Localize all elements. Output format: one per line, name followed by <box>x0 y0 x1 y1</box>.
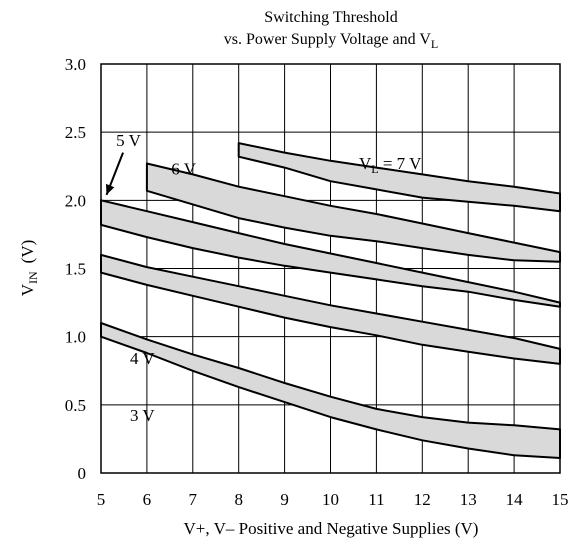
band-4 <box>145 162 561 263</box>
band-1 <box>100 322 561 459</box>
x-tick-label: 10 <box>322 490 339 509</box>
y-tick-label: 3.0 <box>65 55 86 74</box>
chart-title-line-2-main: vs. Power Supply Voltage and V <box>224 31 432 48</box>
band-label-5: VL = 7 V <box>359 154 422 176</box>
band-label-3: 5 V <box>116 131 141 150</box>
x-tick-label: 11 <box>368 490 384 509</box>
chart-title-line-1: Switching Threshold <box>264 9 397 26</box>
y-axis-label-unit: (V) <box>18 240 37 264</box>
band-label-sub: L <box>371 162 378 176</box>
x-tick-label: 14 <box>506 490 524 509</box>
y-axis-label-main: V <box>18 283 37 296</box>
x-tick-label: 7 <box>189 490 198 509</box>
x-tick-label: 8 <box>234 490 243 509</box>
band-2 <box>100 253 561 365</box>
y-tick-label: 2.5 <box>65 123 86 142</box>
y-tick-label: 0 <box>78 464 87 483</box>
chart-title-line-2-sub: L <box>431 37 438 51</box>
ticks: 5 6 7 8 9 10 11 12 13 14 15 0 0.5 1.0 1.5 2.0 2.5 3.0 <box>65 55 569 509</box>
x-axis-label: V+, V– Positive and Negative Supplies (V… <box>184 519 479 538</box>
band-3 <box>100 199 561 308</box>
chart-title-line-2: vs. Power Supply Voltage and VL <box>224 31 438 51</box>
y-tick-label: 2.0 <box>65 191 86 210</box>
x-tick-label: 9 <box>280 490 289 509</box>
y-axis-label: VIN (V) <box>18 240 40 297</box>
x-tick-label: 12 <box>414 490 431 509</box>
x-tick-label: 5 <box>97 490 106 509</box>
y-tick-label: 0.5 <box>65 396 86 415</box>
band-label-1: 3 V <box>130 406 155 425</box>
y-tick-label: 1.0 <box>65 328 86 347</box>
bands <box>100 142 561 459</box>
x-tick-label: 6 <box>143 490 152 509</box>
x-tick-label: 15 <box>552 490 569 509</box>
band-label-rest: = 7 V <box>379 154 423 173</box>
y-tick-label: 1.5 <box>65 260 86 279</box>
band-label-2: 4 V <box>130 349 155 368</box>
arrow-5v-head <box>106 183 115 195</box>
band-label-4: 6 V <box>171 159 196 178</box>
y-axis-label-sub: IN <box>26 271 40 284</box>
band-5 <box>237 142 561 213</box>
x-tick-label: 13 <box>460 490 477 509</box>
band-labels: 3 V 4 V 5 V 6 V VL = 7 V <box>105 131 422 425</box>
band-label-main: V <box>359 154 372 173</box>
